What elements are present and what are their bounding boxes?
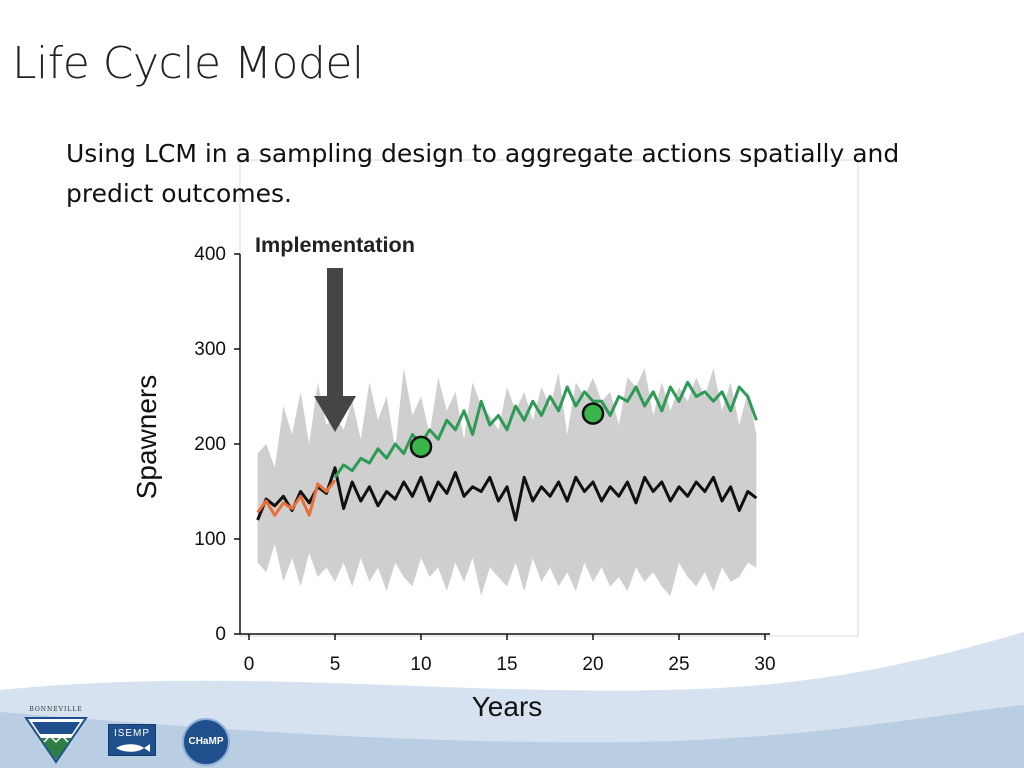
y-tick-label: 100 (194, 529, 226, 550)
annotation-layer: Implementation (255, 234, 415, 432)
series-line-restoration (333, 380, 758, 479)
milestone-marker-2 (581, 402, 605, 425)
x-tick-label: 20 (582, 654, 603, 675)
series-line-pre-implementation (256, 479, 337, 517)
series-layer (256, 380, 758, 522)
y-tick-label: 200 (194, 434, 226, 455)
marker-layer (409, 402, 605, 459)
implementation-arrow-shaft (327, 268, 343, 398)
implementation-label: Implementation (255, 234, 415, 257)
x-tick-label: 0 (244, 654, 255, 675)
isemp-logo: ISEMP (108, 724, 156, 756)
slide-title: Life Cycle Model (12, 38, 364, 89)
x-tick-label: 5 (330, 654, 341, 675)
y-tick-label: 300 (194, 339, 226, 360)
champ-logo-text: CHaMP (182, 718, 230, 766)
band-layer (257, 368, 757, 596)
y-tick-label: 400 (194, 244, 226, 265)
y-axis-label: Spawners (131, 375, 162, 500)
x-tick-label: 25 (668, 654, 689, 675)
y-tick-label: 0 (215, 624, 226, 645)
bonneville-logo-text: BONNEVILLE (29, 706, 83, 713)
champ-logo: CHaMP (182, 718, 230, 766)
series-line-baseline (256, 466, 758, 522)
fish-icon (116, 744, 150, 752)
x-tick-label: 30 (754, 654, 775, 675)
bonneville-logo: BONNEVILLE (20, 706, 92, 764)
milestone-marker-1 (409, 435, 433, 459)
range-band (257, 368, 757, 596)
x-tick-label: 15 (496, 654, 517, 675)
implementation-arrow-head (314, 396, 356, 432)
x-axis-label: Years (472, 691, 543, 722)
slide-subtitle: Using LCM in a sampling design to aggreg… (66, 139, 900, 208)
isemp-logo-text: ISEMP (113, 728, 151, 739)
bonneville-shield-icon (24, 717, 88, 764)
x-tick-label: 10 (410, 654, 431, 675)
footer-wave-front (0, 705, 1024, 768)
